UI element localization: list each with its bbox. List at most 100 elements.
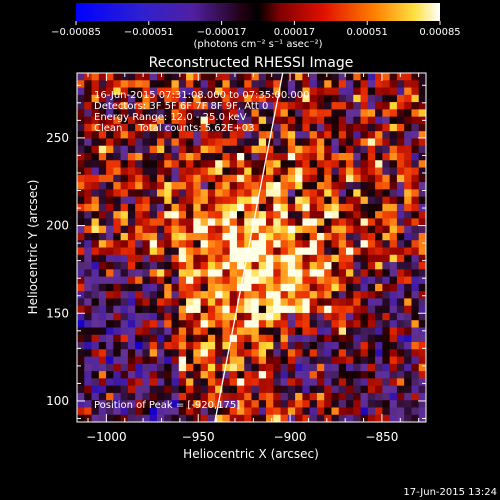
heatmap-cell — [244, 385, 253, 394]
heatmap-cell — [280, 400, 289, 409]
heatmap-cell — [280, 363, 289, 372]
heatmap-cell — [389, 138, 398, 147]
heatmap-cell — [120, 138, 129, 147]
heatmap-cell — [186, 392, 194, 401]
heatmap-cell — [375, 320, 383, 329]
heatmap-cell — [331, 342, 340, 350]
heatmap-cell — [331, 182, 340, 190]
heatmap-cell — [338, 109, 347, 118]
heatmap-cell — [389, 174, 398, 183]
heatmap-cell — [98, 276, 107, 285]
heatmap-cell — [244, 174, 253, 183]
heatmap-cell — [411, 196, 420, 205]
heatmap-cell — [120, 254, 129, 263]
heatmap-cell — [367, 123, 376, 132]
heatmap-cell — [316, 80, 325, 89]
heatmap-cell — [222, 283, 231, 292]
heatmap-cell — [200, 218, 209, 227]
heatmap-cell — [84, 356, 93, 365]
heatmap-cell — [266, 298, 274, 307]
heatmap-cell — [287, 138, 296, 147]
heatmap-cell — [77, 152, 85, 161]
heatmap-cell — [244, 349, 253, 358]
heatmap-cell — [331, 211, 340, 220]
heatmap-cell — [178, 320, 187, 329]
heatmap-cell — [295, 167, 303, 176]
annotation-time: 16-Jun-2015 07:31:08.000 to 07:35:00.000 — [94, 90, 310, 101]
heatmap-cell — [84, 160, 93, 169]
heatmap-cell — [389, 152, 398, 161]
heatmap-cell — [164, 73, 173, 81]
heatmap-cell — [84, 131, 93, 140]
heatmap-cell — [360, 291, 369, 299]
heatmap-cell — [222, 349, 231, 358]
heatmap-cell — [135, 414, 144, 422]
heatmap-cell — [178, 262, 187, 270]
heatmap-cell — [77, 262, 85, 270]
heatmap-cell — [106, 138, 114, 147]
heatmap-cell — [222, 211, 231, 220]
heatmap-cell — [186, 342, 194, 350]
heatmap-cell — [106, 283, 114, 292]
heatmap-cell — [77, 189, 85, 198]
heatmap-cell — [171, 371, 180, 379]
heatmap-cell — [316, 349, 325, 358]
heatmap-cell — [142, 131, 151, 140]
heatmap-cell — [142, 342, 151, 350]
heatmap-cell — [302, 320, 311, 329]
heatmap-cell — [302, 327, 311, 336]
heatmap-cell — [353, 349, 362, 358]
heatmap-cell — [353, 109, 362, 118]
heatmap-cell — [266, 262, 274, 270]
heatmap-cell — [346, 312, 354, 321]
heatmap-cell — [244, 342, 253, 350]
heatmap-cell — [331, 123, 340, 132]
heatmap-cell — [127, 327, 136, 336]
heatmap-cell — [178, 371, 187, 379]
heatmap-cell — [171, 218, 180, 227]
heatmap-cell — [396, 196, 405, 205]
heatmap-cell — [244, 189, 253, 198]
heatmap-cell — [338, 269, 347, 278]
heatmap-cell — [222, 189, 231, 198]
heatmap-cell — [91, 392, 100, 401]
heatmap-cell — [200, 80, 209, 89]
heatmap-cell — [236, 312, 245, 321]
heatmap-cell — [280, 203, 289, 212]
heatmap-cell — [149, 182, 158, 190]
heatmap-cell — [77, 327, 85, 336]
heatmap-cell — [178, 283, 187, 292]
heatmap-cell — [200, 174, 209, 183]
heatmap-cell — [98, 182, 107, 190]
heatmap-cell — [418, 87, 426, 96]
heatmap-cell — [353, 262, 362, 270]
heatmap-cell — [178, 414, 187, 422]
colorbar-tick-label: −0.00017 — [197, 27, 247, 38]
heatmap-cell — [287, 392, 296, 401]
heatmap-cell — [280, 262, 289, 270]
heatmap-cell — [266, 102, 274, 110]
heatmap-cell — [178, 291, 187, 299]
heatmap-cell — [280, 392, 289, 401]
heatmap-cell — [178, 356, 187, 365]
heatmap-cell — [251, 138, 260, 147]
heatmap-cell — [113, 334, 122, 343]
heatmap-cell — [418, 276, 426, 285]
heatmap-cell — [280, 291, 289, 299]
heatmap-cell — [295, 182, 303, 190]
heatmap-cell — [113, 407, 122, 416]
heatmap-cell — [287, 312, 296, 321]
heatmap-cell — [258, 407, 267, 416]
heatmap-cell — [91, 145, 100, 154]
heatmap-cell — [418, 327, 426, 336]
heatmap-cell — [331, 356, 340, 365]
heatmap-cell — [367, 254, 376, 263]
heatmap-cell — [273, 102, 282, 110]
heatmap-cell — [302, 247, 311, 256]
heatmap-cell — [367, 385, 376, 394]
heatmap-cell — [84, 276, 93, 285]
heatmap-cell — [222, 203, 231, 212]
heatmap-cell — [142, 80, 151, 89]
heatmap-cell — [193, 167, 202, 176]
heatmap-cell — [295, 116, 303, 125]
